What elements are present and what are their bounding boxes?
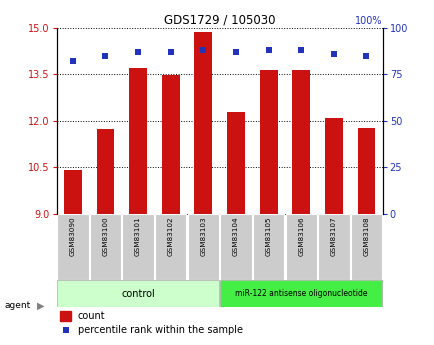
Point	[297, 47, 304, 53]
Text: GSM83102: GSM83102	[168, 216, 173, 256]
Point	[62, 327, 69, 332]
Bar	[252, 214, 284, 280]
Point	[265, 47, 272, 53]
Bar	[227, 112, 244, 214]
Bar	[60, 311, 71, 321]
Text: miR-122 antisense oligonucleotide: miR-122 antisense oligonucleotide	[234, 289, 367, 298]
Bar	[350, 214, 381, 280]
Text: GSM83104: GSM83104	[233, 216, 238, 256]
Bar	[194, 32, 212, 214]
Point	[167, 49, 174, 55]
Title: GDS1729 / 105030: GDS1729 / 105030	[164, 13, 275, 27]
Bar	[220, 280, 381, 307]
Text: control: control	[121, 289, 155, 298]
Bar	[57, 280, 219, 307]
Bar	[161, 75, 179, 214]
Point	[362, 53, 369, 58]
Point	[135, 49, 141, 55]
Bar	[357, 128, 375, 214]
Bar	[220, 214, 251, 280]
Bar	[155, 214, 186, 280]
Point	[69, 58, 76, 64]
Bar	[259, 70, 277, 214]
Text: GSM83105: GSM83105	[265, 216, 271, 256]
Text: GSM83103: GSM83103	[200, 216, 206, 256]
Bar	[285, 214, 316, 280]
Point	[232, 49, 239, 55]
Point	[199, 47, 207, 53]
Bar	[90, 214, 121, 280]
Bar	[129, 68, 147, 214]
Bar	[187, 214, 219, 280]
Bar	[317, 214, 349, 280]
Point	[330, 51, 337, 57]
Bar	[292, 70, 309, 214]
Text: 100%: 100%	[355, 16, 382, 26]
Text: percentile rank within the sample: percentile rank within the sample	[78, 325, 242, 335]
Bar	[96, 128, 114, 214]
Text: GSM83090: GSM83090	[70, 216, 76, 256]
Text: GSM83100: GSM83100	[102, 216, 108, 256]
Point	[102, 53, 108, 58]
Text: GSM83101: GSM83101	[135, 216, 141, 256]
Text: GSM83106: GSM83106	[298, 216, 303, 256]
Text: count: count	[78, 311, 105, 321]
Text: agent: agent	[4, 301, 30, 310]
Text: GSM83107: GSM83107	[330, 216, 336, 256]
Text: ▶: ▶	[37, 300, 44, 310]
Text: GSM83108: GSM83108	[363, 216, 368, 256]
Bar	[324, 118, 342, 214]
Bar	[64, 170, 82, 214]
Bar	[57, 214, 89, 280]
Bar	[122, 214, 154, 280]
